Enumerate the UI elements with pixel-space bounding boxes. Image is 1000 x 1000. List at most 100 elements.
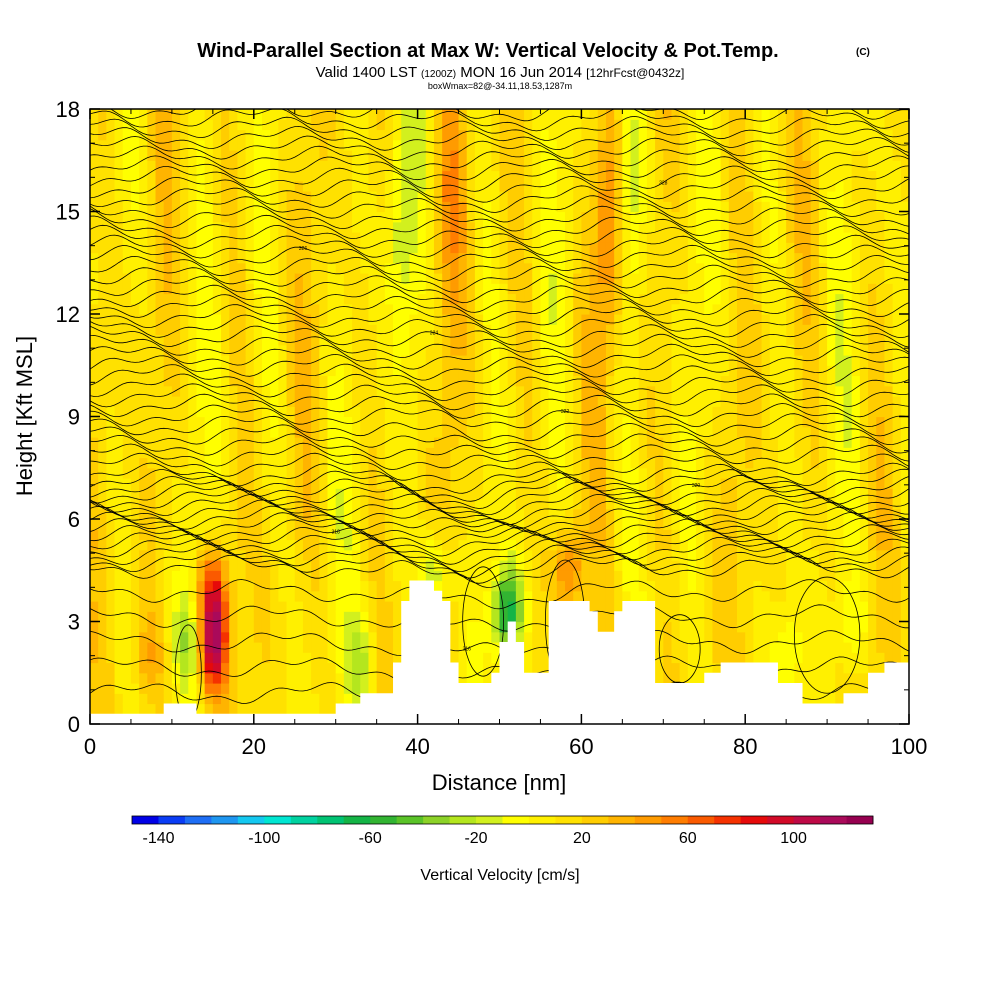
velocity-cell <box>212 242 222 254</box>
velocity-cell <box>221 139 230 151</box>
velocity-cell <box>433 242 443 254</box>
velocity-cell <box>237 488 247 500</box>
velocity-cell <box>114 426 124 438</box>
velocity-cell <box>237 478 247 489</box>
velocity-cell <box>450 631 460 643</box>
velocity-cell <box>245 355 255 366</box>
velocity-cell <box>319 303 329 315</box>
velocity-cell <box>360 549 370 561</box>
velocity-cell <box>573 324 582 336</box>
velocity-cell <box>163 232 173 243</box>
velocity-cell <box>507 242 517 254</box>
velocity-cell <box>261 396 271 407</box>
velocity-cell <box>384 672 394 684</box>
velocity-cell <box>655 262 664 274</box>
velocity-cell <box>687 221 697 233</box>
velocity-cell <box>376 283 386 295</box>
velocity-cell <box>515 283 525 295</box>
velocity-cell <box>384 129 394 141</box>
velocity-cell <box>491 478 501 489</box>
velocity-cell <box>319 232 329 243</box>
velocity-cell <box>286 191 296 202</box>
velocity-cell <box>188 139 198 151</box>
velocity-cell <box>499 447 509 459</box>
velocity-cell <box>204 529 214 541</box>
velocity-cell <box>515 273 525 284</box>
velocity-cell <box>139 672 148 684</box>
velocity-cell <box>302 467 312 479</box>
velocity-cell <box>180 283 189 295</box>
velocity-cell <box>114 385 124 397</box>
velocity-cell <box>245 447 255 459</box>
velocity-cell <box>139 232 148 243</box>
velocity-cell <box>360 283 370 295</box>
velocity-cell <box>737 314 746 325</box>
velocity-cell <box>270 314 279 325</box>
velocity-cell <box>327 672 337 684</box>
velocity-cell <box>163 457 173 469</box>
velocity-cell <box>122 232 132 243</box>
velocity-cell <box>655 611 664 623</box>
velocity-cell <box>532 303 542 315</box>
velocity-cell <box>433 529 443 541</box>
velocity-cell <box>245 119 255 131</box>
velocity-cell <box>515 262 525 274</box>
velocity-cell <box>147 580 157 592</box>
velocity-cell <box>646 529 656 541</box>
velocity-cell <box>507 467 517 479</box>
velocity-cell <box>319 109 329 120</box>
velocity-cell <box>696 160 705 172</box>
velocity-cell <box>384 426 394 438</box>
velocity-cell <box>409 109 419 120</box>
velocity-cell <box>605 508 615 520</box>
velocity-cell <box>433 221 443 233</box>
velocity-cell <box>450 529 460 541</box>
velocity-cell <box>425 529 435 541</box>
velocity-cell <box>393 631 402 643</box>
velocity-cell <box>425 467 435 479</box>
velocity-cell <box>139 611 148 623</box>
velocity-cell <box>196 355 206 366</box>
velocity-cell <box>720 252 730 264</box>
velocity-cell <box>515 180 525 192</box>
velocity-cell <box>646 160 656 172</box>
velocity-cell <box>687 590 697 602</box>
velocity-cell <box>663 508 673 520</box>
velocity-cell <box>106 580 116 592</box>
velocity-cell <box>499 252 509 264</box>
velocity-cell <box>671 150 681 161</box>
velocity-cell <box>384 683 394 694</box>
velocity-cell <box>556 416 566 428</box>
velocity-cell <box>581 252 591 264</box>
velocity-cell <box>614 324 623 336</box>
velocity-cell <box>515 498 525 510</box>
velocity-cell <box>761 252 771 264</box>
velocity-cell <box>155 109 165 120</box>
velocity-cell <box>622 580 632 592</box>
velocity-cell <box>515 242 525 254</box>
velocity-cell <box>507 508 517 520</box>
velocity-cell <box>352 416 361 428</box>
velocity-cell <box>630 416 640 428</box>
velocity-cell <box>139 314 148 325</box>
velocity-cell <box>630 355 640 366</box>
velocity-cell <box>589 560 599 571</box>
velocity-cell <box>565 478 574 489</box>
velocity-cell <box>343 467 353 479</box>
velocity-cell <box>384 457 394 469</box>
velocity-cell <box>188 580 198 592</box>
velocity-cell <box>605 611 615 623</box>
velocity-cell <box>147 601 157 612</box>
velocity-cell <box>139 498 148 510</box>
velocity-cell <box>335 652 345 664</box>
velocity-cell <box>130 580 140 592</box>
velocity-cell <box>524 344 533 356</box>
velocity-cell <box>327 631 337 643</box>
velocity-cell <box>229 621 239 633</box>
velocity-cell <box>327 580 337 592</box>
velocity-cell <box>581 191 591 202</box>
velocity-cell <box>696 529 705 541</box>
velocity-cell <box>679 560 689 571</box>
velocity-cell <box>745 652 754 664</box>
velocity-cell <box>753 508 763 520</box>
